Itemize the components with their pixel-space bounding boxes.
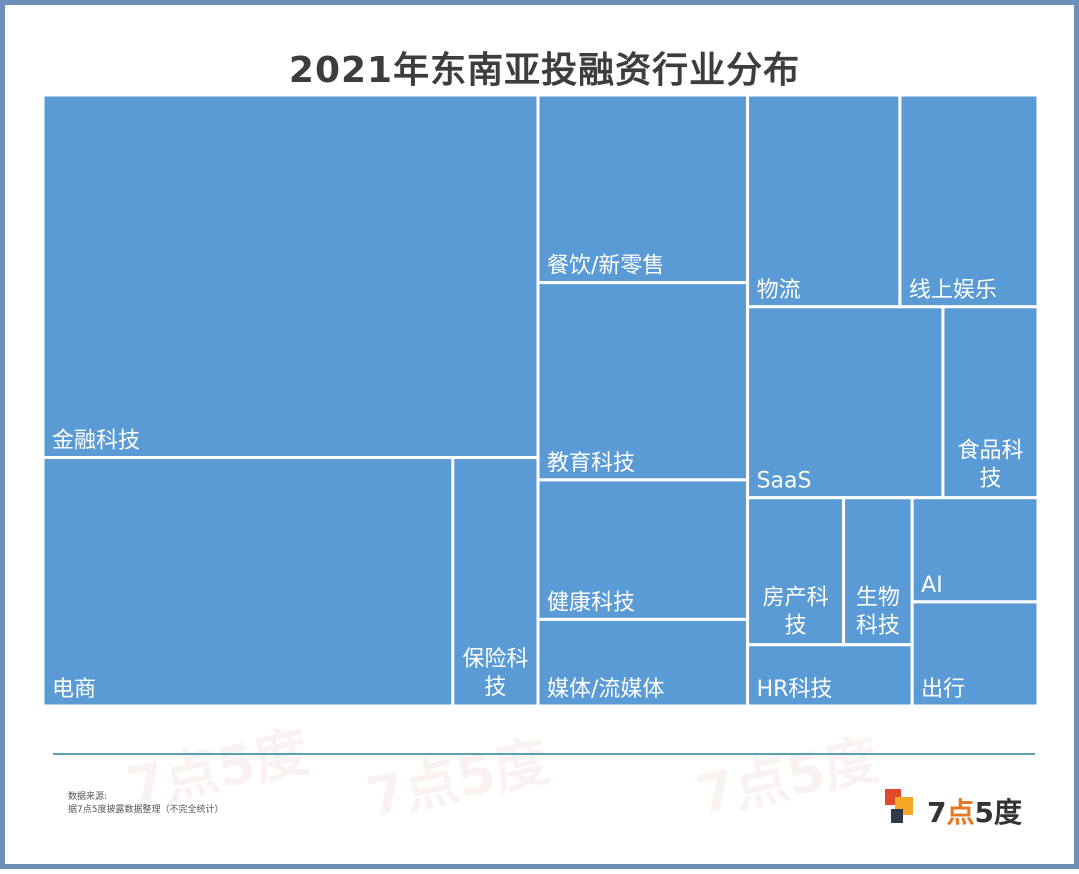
treemap-tile: 生物科技 [842, 496, 914, 647]
treemap-tile: 保险科技 [451, 456, 540, 708]
footer-divider [53, 753, 1035, 755]
treemap-tile: SaaS [746, 305, 945, 500]
logo-dot: 点 [946, 796, 975, 829]
chart-title: 2021年东南亚投融资行业分布 [288, 50, 801, 91]
source-note: 数据来源: 据7点5度披露数据整理（不完全统计） [68, 791, 223, 817]
treemap-tile-rect [746, 93, 902, 309]
treemap-tile-rect [536, 281, 750, 482]
treemap-tile-label: 线上娱乐 [909, 278, 997, 303]
treemap-tile-label: SaaS [757, 469, 812, 494]
source-label: 数据来源: [68, 792, 108, 802]
treemap-tile-rect [536, 478, 750, 621]
treemap-tile-label: 健康科技 [547, 590, 635, 615]
treemap-tile: 食品科技 [941, 305, 1040, 500]
treemap-tile-rect [842, 496, 914, 647]
treemap-tile-label: 媒体/流媒体 [547, 677, 664, 702]
treemap-tile-label: 物流 [757, 278, 801, 303]
treemap-tile-label: 电商 [52, 677, 96, 702]
treemap-tile-rect [910, 496, 1040, 604]
treemap-tile-label: 出行 [921, 677, 965, 702]
treemap-tile: 电商 [41, 456, 455, 708]
treemap-tile: 线上娱乐 [898, 93, 1040, 309]
source-text: 据7点5度披露数据整理（不完全统计） [68, 805, 224, 815]
treemap-tile-label: 金融科技 [52, 429, 140, 454]
treemap-tile: AI [910, 496, 1040, 604]
treemap-tile: 物流 [746, 93, 902, 309]
treemap-tile-label: AI [921, 573, 943, 598]
treemap-tile: 餐饮/新零售 [536, 93, 750, 285]
treemap-tile-label: 餐饮/新零售 [547, 254, 664, 279]
logo-mark-icon [885, 789, 913, 823]
logo-text: 7点5度 [927, 791, 1022, 831]
treemap-tile-label: 生物科技 [856, 586, 900, 639]
treemap-tile: 媒体/流媒体 [536, 617, 750, 708]
logo-num-2: 5度 [974, 796, 1022, 829]
treemap-tile-rect [41, 456, 455, 708]
treemap-tile-rect [536, 617, 750, 708]
treemap-tile: 教育科技 [536, 281, 750, 482]
treemap-tile: 金融科技 [41, 93, 540, 460]
treemap-tile-label: 房产科技 [763, 586, 829, 639]
treemap-tile: HR科技 [746, 643, 914, 708]
treemap-tile: 健康科技 [536, 478, 750, 621]
treemap-tile: 房产科技 [746, 496, 846, 647]
brand-logo: 7点5度 [885, 789, 1045, 829]
treemap-tile: 出行 [910, 600, 1040, 708]
treemap-tile-label: HR科技 [757, 677, 833, 702]
treemap-tile-label: 食品科技 [957, 439, 1023, 492]
treemap-tile-rect [451, 456, 540, 708]
treemap-tile-rect [536, 93, 750, 285]
treemap-tile-rect [898, 93, 1040, 309]
logo-num-1: 7 [927, 796, 947, 829]
treemap-tile-rect [41, 93, 540, 460]
treemap-tile-label: 教育科技 [547, 451, 635, 476]
treemap-tile-rect [910, 600, 1040, 708]
treemap-tile-label: 保险科技 [462, 647, 528, 700]
